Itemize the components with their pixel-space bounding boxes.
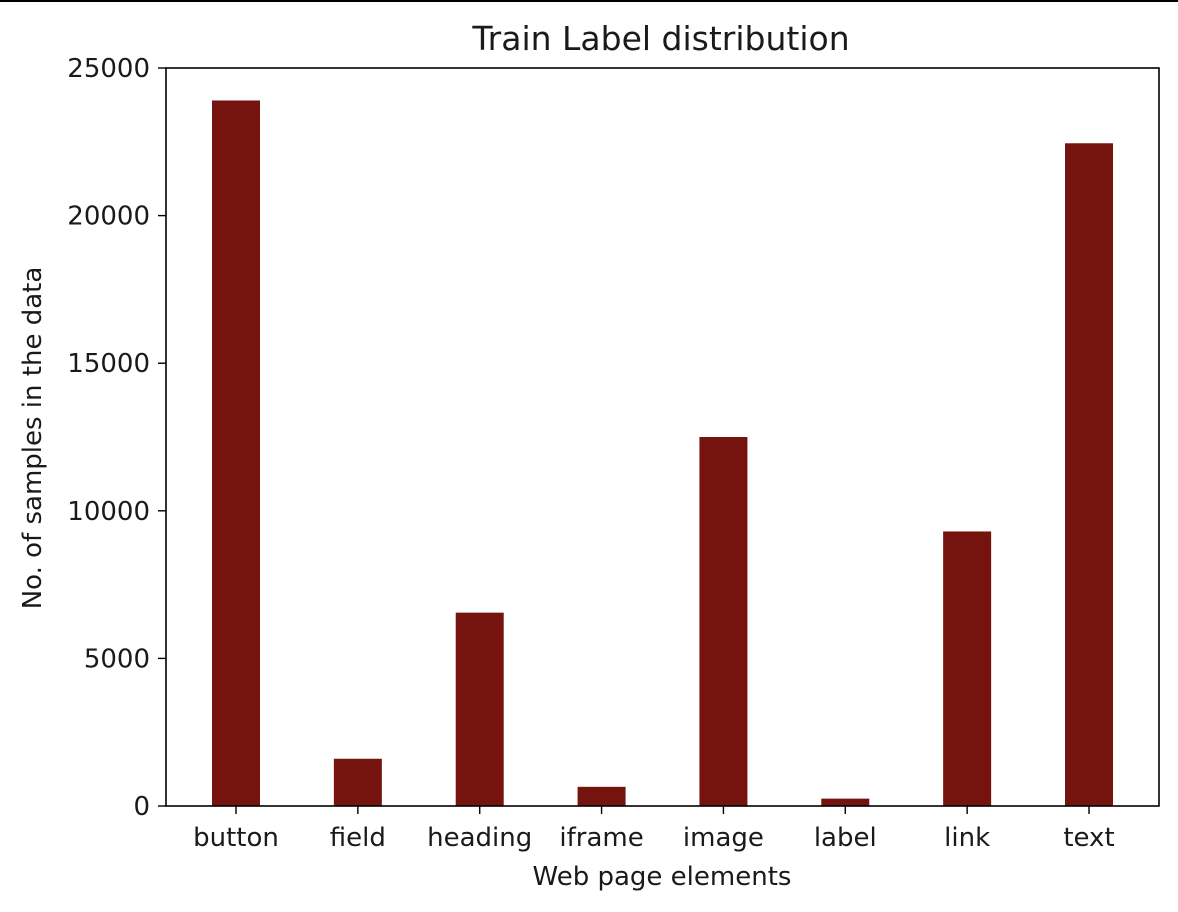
x-axis-label: Web page elements	[533, 862, 792, 892]
x-tick-label: heading	[427, 823, 532, 853]
top-border-line	[0, 0, 1178, 2]
bar-label	[821, 798, 870, 806]
chart-title: Train Label distribution	[471, 19, 849, 58]
y-tick-label: 25000	[67, 54, 150, 84]
x-tick-label: image	[683, 823, 764, 853]
plot-area-frame	[165, 67, 1160, 807]
y-axis-label: No. of samples in the data	[18, 267, 48, 610]
x-tick-label: field	[330, 823, 386, 853]
bars-group	[212, 100, 1113, 807]
bar-button	[212, 100, 260, 807]
bar-text	[1065, 143, 1113, 806]
y-tick-label: 0	[133, 792, 150, 822]
y-tick-label: 10000	[67, 497, 150, 527]
bar-iframe	[577, 786, 626, 806]
bar-image	[699, 437, 748, 806]
x-tick-label: label	[814, 823, 877, 853]
y-tick-label: 5000	[84, 644, 150, 674]
y-tick-label: 15000	[67, 349, 150, 379]
bar-heading	[455, 612, 504, 806]
x-tick-label: button	[193, 823, 279, 853]
y-tick-label: 20000	[67, 202, 150, 232]
x-tick-label: text	[1063, 823, 1114, 853]
x-tick-label: link	[944, 823, 990, 853]
x-tick-label: iframe	[559, 823, 643, 853]
bar-link	[943, 531, 992, 806]
bar-field	[333, 758, 382, 806]
y-axis-ticks: 0 5000 10000 15000 20000 25000	[67, 54, 166, 822]
x-axis-ticks: button field heading iframe image label link te…	[193, 806, 1115, 853]
